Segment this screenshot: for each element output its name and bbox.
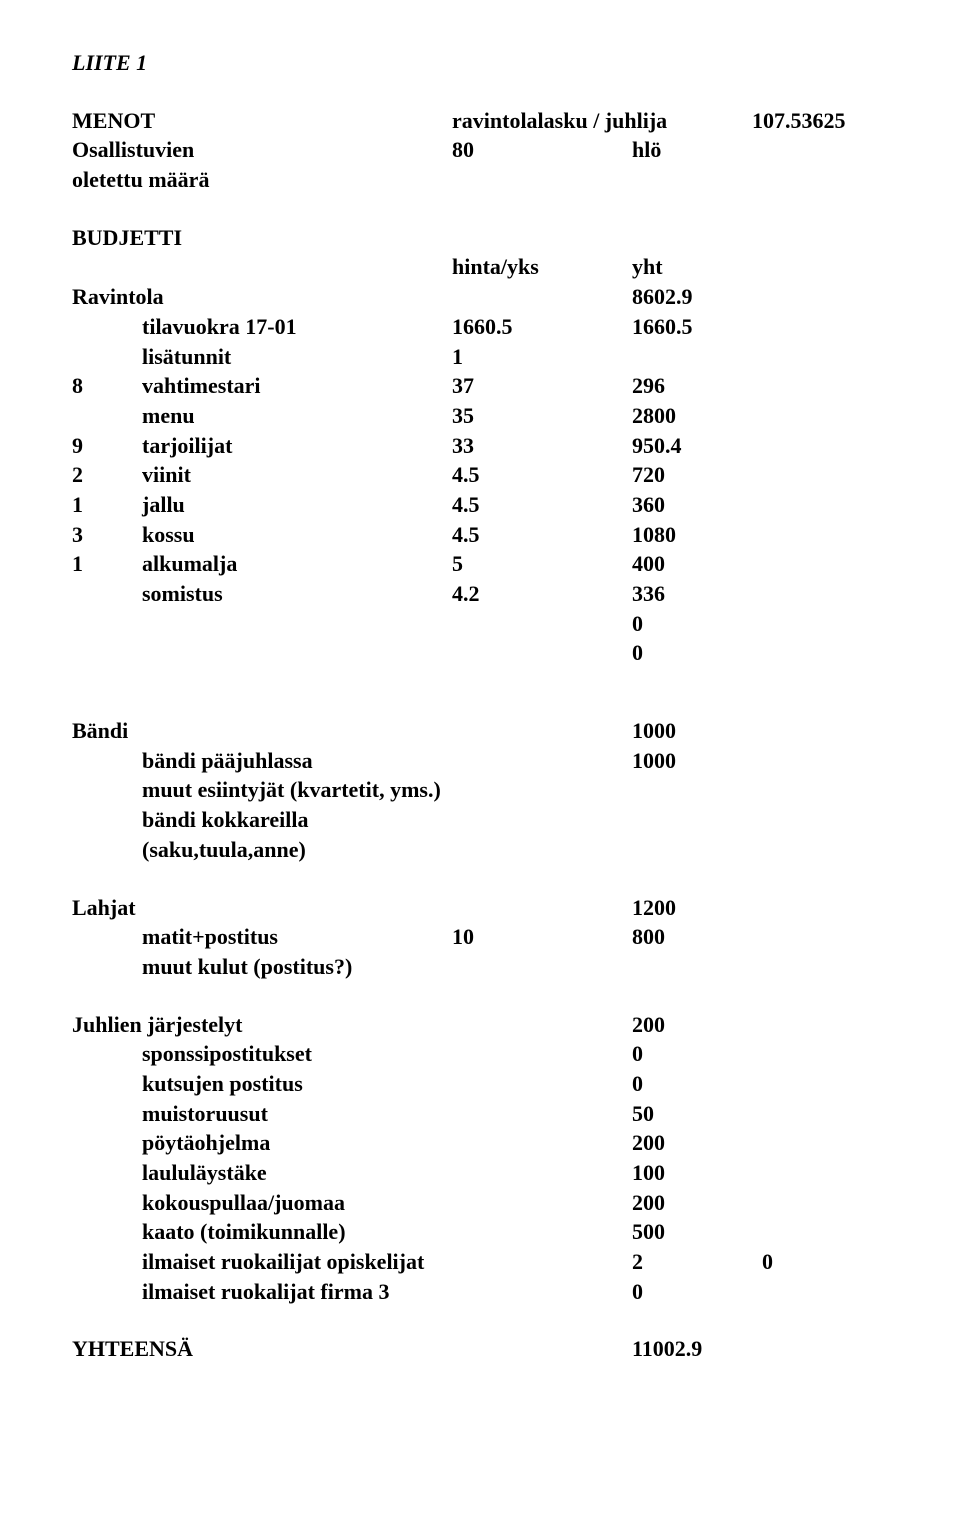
osallistuvien-count: 80 <box>452 135 632 165</box>
bandi-label: Bändi <box>72 716 452 746</box>
table-row: 3kossu4.51080 <box>72 520 888 550</box>
table-row: 0 <box>72 609 888 639</box>
ravintola-total: 8602.9 <box>632 282 762 312</box>
bandi-rows: bändi pääjuhlassa1000muut esiintyjät (kv… <box>72 746 888 865</box>
table-row: muistoruusut50 <box>72 1099 888 1129</box>
table-row: sponssipostitukset0 <box>72 1039 888 1069</box>
bandi-total: 1000 <box>632 716 762 746</box>
menot-desc: ravintolalasku / juhlija <box>452 106 752 136</box>
table-row: ilmaiset ruokalijat firma 30 <box>72 1277 888 1307</box>
lahjat-rows: matit+postitus10800muut kulut (postitus?… <box>72 922 888 981</box>
budjetti-label: BUDJETTI <box>72 223 888 253</box>
table-row: 8vahtimestari37296 <box>72 371 888 401</box>
table-row: lisätunnit1 <box>72 342 888 372</box>
menot-label: MENOT <box>72 106 452 136</box>
table-row: muut kulut (postitus?) <box>72 952 888 982</box>
lahjat-total: 1200 <box>632 893 762 923</box>
table-row: 1jallu4.5360 <box>72 490 888 520</box>
osallistuvien-label-2: oletettu määrä <box>72 165 888 195</box>
document-title: LIITE 1 <box>72 48 888 78</box>
table-row: 9tarjoilijat33950.4 <box>72 431 888 461</box>
juhlien-rows: sponssipostitukset0kutsujen postitus0mui… <box>72 1039 888 1306</box>
ravintola-rows: tilavuokra 17-011660.51660.5lisätunnit18… <box>72 312 888 668</box>
table-row: muut esiintyjät (kvartetit, yms.) <box>72 775 888 805</box>
osallistuvien-unit: hlö <box>632 135 661 165</box>
table-row: laululäystäke100 <box>72 1158 888 1188</box>
yhteensa-value: 11002.9 <box>632 1334 762 1364</box>
table-row: bändi kokkareilla (saku,tuula,anne) <box>72 805 888 864</box>
menot-row: MENOT ravintolalasku / juhlija 107.53625 <box>72 106 888 136</box>
lahjat-header: Lahjat 1200 <box>72 893 888 923</box>
table-row: matit+postitus10800 <box>72 922 888 952</box>
table-row: bändi pääjuhlassa1000 <box>72 746 888 776</box>
table-row: tilavuokra 17-011660.51660.5 <box>72 312 888 342</box>
table-row: 1alkumalja5400 <box>72 549 888 579</box>
juhlien-label: Juhlien järjestelyt <box>72 1010 452 1040</box>
osallistuvien-row: Osallistuvien 80 hlö <box>72 135 888 165</box>
bandi-header: Bändi 1000 <box>72 716 888 746</box>
table-row: 2viinit4.5720 <box>72 460 888 490</box>
yhteensa-label: YHTEENSÄ <box>72 1334 452 1364</box>
menot-per-person: 107.53625 <box>752 106 846 136</box>
juhlien-total: 200 <box>632 1010 762 1040</box>
table-row: kokouspullaa/juomaa200 <box>72 1188 888 1218</box>
table-row: menu352800 <box>72 401 888 431</box>
budjetti-col2: yht <box>632 252 762 282</box>
table-row: somistus4.2336 <box>72 579 888 609</box>
table-row: kutsujen postitus0 <box>72 1069 888 1099</box>
table-row: kaato (toimikunnalle)500 <box>72 1217 888 1247</box>
lahjat-label: Lahjat <box>72 893 452 923</box>
ravintola-label: Ravintola <box>72 282 452 312</box>
table-row: ilmaiset ruokailijat opiskelijat20 <box>72 1247 888 1277</box>
osallistuvien-label-1: Osallistuvien <box>72 135 452 165</box>
table-row: pöytäohjelma200 <box>72 1128 888 1158</box>
budjetti-header: hinta/yks yht <box>72 252 888 282</box>
yhteensa-row: YHTEENSÄ 11002.9 <box>72 1334 888 1364</box>
page: LIITE 1 MENOT ravintolalasku / juhlija 1… <box>0 0 960 1530</box>
budjetti-col1: hinta/yks <box>452 252 632 282</box>
ravintola-header: Ravintola 8602.9 <box>72 282 888 312</box>
table-row: 0 <box>72 638 888 668</box>
juhlien-header: Juhlien järjestelyt 200 <box>72 1010 888 1040</box>
